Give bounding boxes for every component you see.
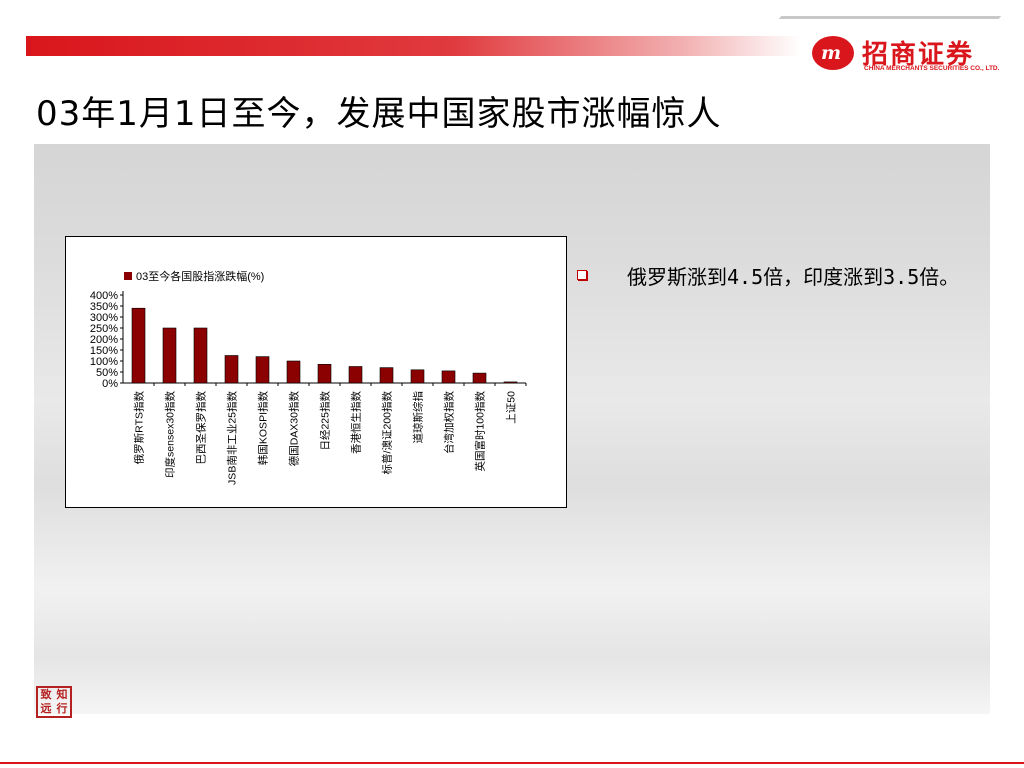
y-tick-label: 200% [90, 334, 118, 346]
category-label: 印度sensex30指数 [164, 391, 177, 478]
category-label: 标普/澳证200指数 [381, 391, 394, 475]
bullet-square-icon [577, 270, 587, 280]
seal-stamp: 致 知 远 行 [36, 686, 72, 718]
y-tick-label: 50% [96, 367, 118, 379]
y-tick-label: 250% [90, 323, 118, 335]
logo-english-name: CHINA MERCHANTS SECURITIES CO., LTD. [864, 65, 1000, 72]
bar [255, 356, 270, 384]
header-accent-line [778, 16, 1002, 19]
y-tick-label: 100% [90, 356, 118, 368]
category-label: JSB南非工业25指数 [226, 391, 239, 485]
seal-char: 远 [40, 702, 52, 715]
bar [286, 360, 301, 384]
chart-panel: 03至今各国股指涨跌幅(%) 400% 350% 300% 250% 200% 150% 10… [65, 236, 567, 508]
header-red-bar [26, 36, 801, 56]
legend-swatch [124, 272, 132, 280]
y-tick-label: 350% [90, 301, 118, 313]
bullet-text: 俄罗斯涨到4.5倍，印度涨到3.5倍。 [627, 265, 960, 289]
y-tick-label: 0% [102, 378, 118, 390]
footer-line [0, 762, 1024, 764]
slide-title: 03年1月1日至今，发展中国家股市涨幅惊人 [36, 94, 722, 134]
bar-chart: 03至今各国股指涨跌幅(%) 400%350%300%250%200%150%10… [90, 269, 527, 485]
seal-char: 知 [56, 688, 68, 701]
category-label: 日经225指数 [319, 391, 332, 451]
logo-mark-glyph: m [821, 42, 841, 64]
y-tick-label: 300% [90, 312, 118, 324]
category-label: 台湾加权指数 [443, 391, 456, 454]
category-label: 英国富时100指数 [474, 391, 487, 472]
y-tick-label: 150% [90, 345, 118, 357]
bar [441, 370, 456, 384]
logo-chinese-name: 招商证券 [862, 40, 975, 70]
category-label: 俄罗斯RTS指数 [133, 391, 146, 465]
seal-char: 行 [56, 702, 68, 715]
category-label: 上证50 [506, 391, 518, 424]
bar [224, 355, 239, 384]
bar [379, 367, 394, 384]
bar [410, 369, 425, 384]
category-label: 韩国KOSPI指数 [257, 391, 270, 466]
seal-char: 致 [40, 688, 52, 701]
category-label: 德国DAX30指数 [288, 391, 301, 467]
bar [503, 381, 518, 384]
category-label: 香港恒生指数 [350, 391, 363, 454]
bar [472, 372, 487, 384]
legend-label: 03至今各国股指涨跌幅(%) [136, 269, 264, 283]
company-logo: m 招商证券 CHINA MERCHANTS SECURITIES CO., L… [812, 34, 1017, 78]
bar [348, 366, 363, 384]
bar [131, 307, 146, 384]
category-label: 道琼斯综指 [412, 391, 425, 444]
bar [193, 327, 208, 384]
logo-mark-icon: m [812, 36, 854, 70]
bar [317, 364, 332, 384]
category-label: 巴西圣保罗指数 [195, 391, 208, 465]
y-tick-label: 400% [90, 290, 118, 302]
bar [162, 327, 177, 384]
